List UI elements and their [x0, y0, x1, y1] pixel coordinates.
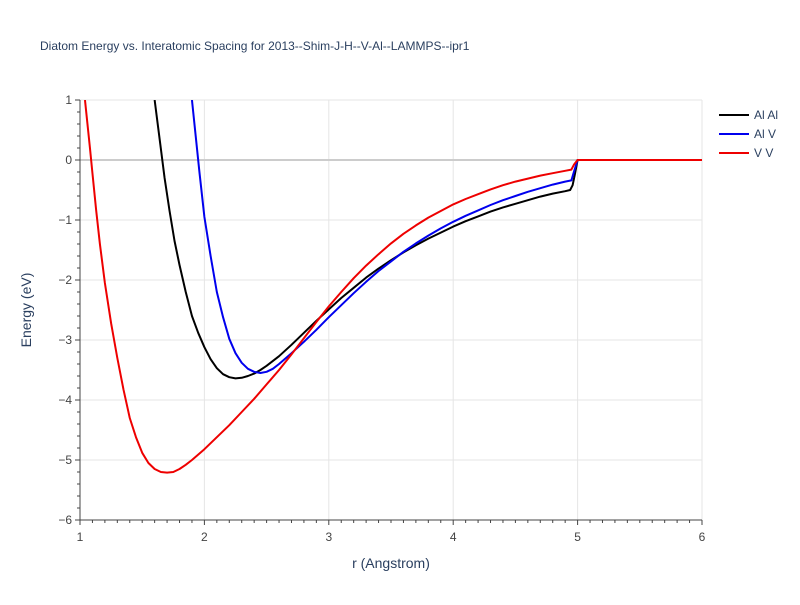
- x-tick-label: 6: [699, 530, 706, 544]
- y-axis-title: Energy (eV): [18, 273, 34, 348]
- x-tick-label: 2: [201, 530, 208, 544]
- y-tick-label: −5: [58, 453, 72, 467]
- x-axis-title: r (Angstrom): [352, 555, 430, 571]
- x-tick-label: 1: [77, 530, 84, 544]
- y-tick-label: 0: [65, 153, 72, 167]
- y-tick-label: −3: [58, 333, 72, 347]
- y-tick-label: 1: [65, 93, 72, 107]
- axes-layer: 1 2 3 4 5 6 1 0 −1 −2 −3 −4 −5 −6: [58, 93, 705, 544]
- legend-item-al-al[interactable]: Al Al: [719, 108, 778, 122]
- y-tick-label: −6: [58, 513, 72, 527]
- series-layer: [83, 100, 702, 474]
- legend-item-v-v[interactable]: V V: [719, 146, 773, 160]
- y-tick-label: −4: [58, 393, 72, 407]
- legend-label: Al Al: [754, 108, 778, 122]
- y-tick-label: −1: [58, 213, 72, 227]
- series-line-al-v: [190, 100, 702, 374]
- chart-title: Diatom Energy vs. Interatomic Spacing fo…: [40, 39, 470, 53]
- series-line-v-v: [83, 100, 702, 474]
- legend-item-al-v[interactable]: Al V: [719, 127, 776, 141]
- x-tick-label: 5: [574, 530, 581, 544]
- y-tick-label: −2: [58, 273, 72, 287]
- legend-label: V V: [754, 146, 773, 160]
- x-tick-label: 3: [325, 530, 332, 544]
- x-tick-label: 4: [450, 530, 457, 544]
- series-line-al-al: [153, 100, 702, 380]
- legend-label: Al V: [754, 127, 776, 141]
- legend[interactable]: Al Al Al V V V: [719, 108, 778, 160]
